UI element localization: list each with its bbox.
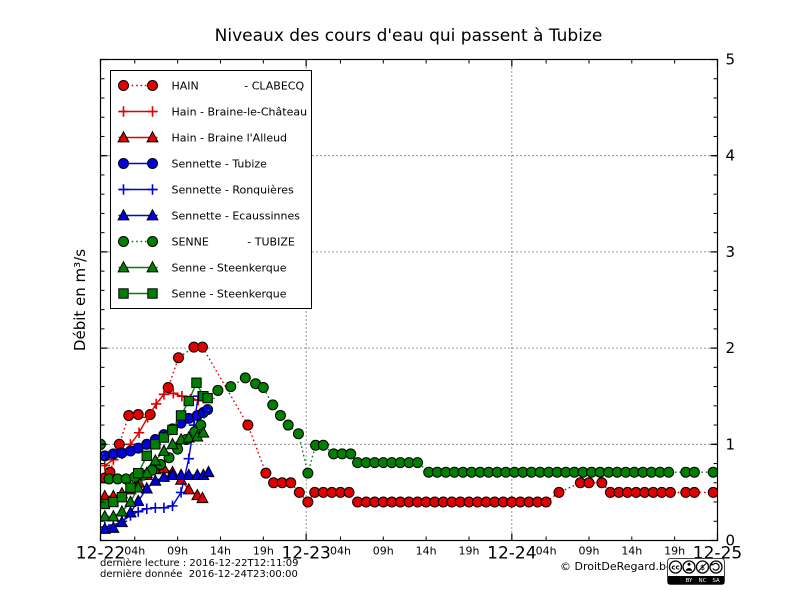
legend-item-7: Senne - Steenkerque <box>117 260 287 275</box>
svg-text:Sennette - Ecaussinnes: Sennette - Ecaussinnes <box>172 210 301 223</box>
series-layer <box>100 341 718 534</box>
legend-item-2: Hain - Braine l'Alleud <box>117 130 288 145</box>
legend-item-3: Sennette - Tubize <box>118 158 268 171</box>
svg-text:04h: 04h <box>330 545 351 558</box>
svg-text:SENNE - TUBIZE: SENNE - TUBIZE <box>172 236 295 249</box>
series-8-senne---steenkerque <box>100 377 213 510</box>
footer-last-data: dernière donnée 2016-12-24T23:00:00 <box>100 569 298 580</box>
chart-title: Niveaux des cours d'eau qui passent à Tu… <box>214 26 603 46</box>
svg-text:Hain - Braine-le-Château: Hain - Braine-le-Château <box>172 106 308 119</box>
svg-text:4: 4 <box>726 147 736 165</box>
cc-sa-icon <box>709 560 723 574</box>
copyright-text: © DroitDeRegard.be <box>560 560 673 573</box>
series-6-senne---tubize <box>100 372 718 485</box>
svg-text:19h: 19h <box>253 545 274 558</box>
svg-text:Sennette - Tubize: Sennette - Tubize <box>172 158 268 171</box>
cc-badge-strip <box>668 576 724 584</box>
cc-nc-label: NC <box>699 578 707 584</box>
footer-last-reading: dernière lecture : 2016-12-22T12:11:09 <box>100 558 299 569</box>
svg-text:cc: cc <box>671 563 679 571</box>
svg-text:09h: 09h <box>167 545 188 558</box>
svg-text:09h: 09h <box>373 545 394 558</box>
svg-text:04h: 04h <box>124 545 145 558</box>
svg-text:Hain - Braine l'Alleud: Hain - Braine l'Alleud <box>172 132 288 145</box>
svg-text:0: 0 <box>726 532 736 550</box>
legend-item-1: Hain - Braine-le-Château <box>118 106 307 119</box>
svg-text:12-23: 12-23 <box>281 544 330 564</box>
svg-text:Senne - Steenkerque: Senne - Steenkerque <box>172 288 287 301</box>
svg-text:3: 3 <box>726 243 736 261</box>
legend: HAIN - CLABECQ Hain - Braine-le-Château Ha… <box>110 70 312 309</box>
series-0-hain---clabecq <box>100 341 718 508</box>
legend-item-4: Sennette - Ronquières <box>118 184 294 197</box>
svg-text:12-22: 12-22 <box>76 544 125 564</box>
legend-item-5: Sennette - Ecaussinnes <box>117 208 301 223</box>
cc-license-badge[interactable]: cc $ BY NC SA <box>667 558 725 585</box>
svg-text:HAIN - CLABECQ: HAIN - CLABECQ <box>172 80 305 93</box>
cc-by-label: BY <box>686 578 693 584</box>
cc-icon: cc <box>668 560 683 574</box>
series-7-senne---steenkerque <box>100 425 210 522</box>
cc-by-icon <box>682 560 696 574</box>
legend-item-8: Senne - Steenkerque <box>118 288 287 301</box>
svg-text:04h: 04h <box>536 545 557 558</box>
legend-item-0: HAIN - CLABECQ <box>118 80 305 93</box>
svg-text:14h: 14h <box>210 545 231 558</box>
svg-text:5: 5 <box>726 51 736 69</box>
svg-text:Senne - Steenkerque: Senne - Steenkerque <box>172 262 287 275</box>
series-5-sennette---ecaussinnes <box>100 465 215 534</box>
legend-item-6: SENNE - TUBIZE <box>118 236 295 249</box>
svg-text:12-24: 12-24 <box>487 544 536 564</box>
svg-text:19h: 19h <box>664 545 685 558</box>
svg-text:09h: 09h <box>578 545 599 558</box>
svg-text:14h: 14h <box>416 545 437 558</box>
svg-text:1: 1 <box>726 435 736 453</box>
svg-text:Sennette - Ronquières: Sennette - Ronquières <box>172 184 294 197</box>
plot-frame <box>99 58 719 542</box>
svg-text:19h: 19h <box>459 545 480 558</box>
cc-sa-label: SA <box>712 578 720 584</box>
svg-text:14h: 14h <box>621 545 642 558</box>
axis-ticks <box>99 58 719 542</box>
cc-nc-icon: $ <box>695 560 710 574</box>
svg-text:2: 2 <box>726 339 736 357</box>
